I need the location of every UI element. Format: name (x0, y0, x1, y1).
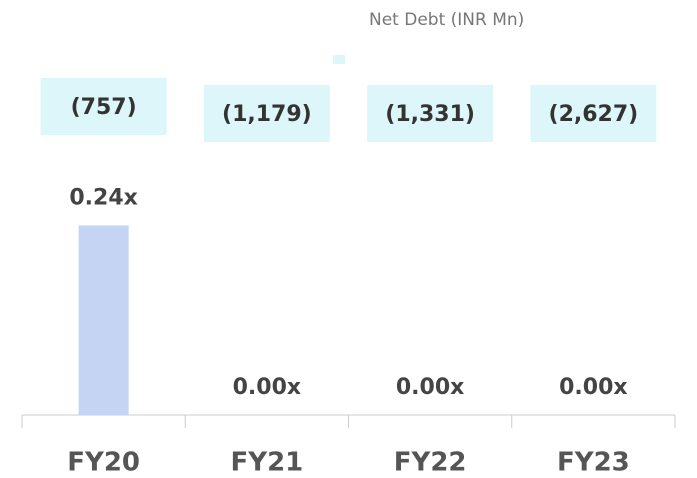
net-debt-box (40, 78, 167, 135)
net-debt-label: (757) (71, 95, 137, 120)
net-debt-box (203, 85, 330, 142)
net-debt-label: (1,331) (385, 102, 475, 127)
net-debt-box (367, 85, 494, 142)
legend-swatch (333, 55, 345, 64)
value-label: 0.00x (396, 375, 464, 400)
x-tick-label: FY21 (230, 448, 303, 478)
value-label: 0.00x (233, 375, 301, 400)
x-tick-label: FY23 (557, 448, 630, 478)
value-label: 0.24x (69, 185, 137, 210)
value-label: 0.00x (559, 375, 627, 400)
x-tick-label: FY22 (394, 448, 467, 478)
net-debt-box (530, 85, 657, 142)
legend-label: Net Debt (INR Mn) (369, 10, 524, 30)
bar (78, 225, 129, 415)
x-tick-label: FY20 (67, 448, 140, 478)
net-debt-label: (2,627) (549, 102, 639, 127)
net-debt-label: (1,179) (222, 102, 312, 127)
